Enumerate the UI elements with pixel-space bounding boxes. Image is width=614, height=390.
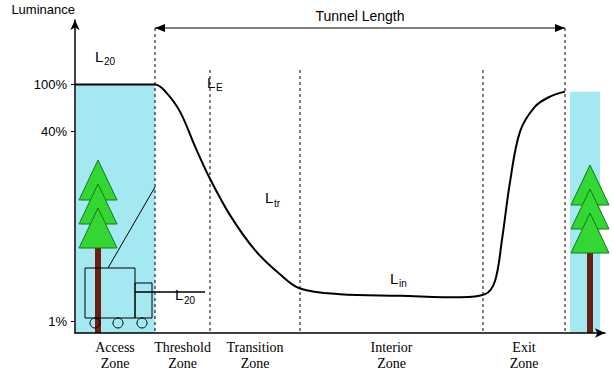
svg-text:Luminance: Luminance <box>11 2 75 17</box>
svg-text:L: L <box>390 270 398 287</box>
svg-text:Threshold: Threshold <box>154 340 211 355</box>
svg-text:Tunnel Length: Tunnel Length <box>316 8 405 24</box>
svg-text:Exit: Exit <box>512 340 535 355</box>
svg-text:L: L <box>95 48 103 65</box>
svg-text:Zone: Zone <box>168 356 197 371</box>
svg-text:20: 20 <box>184 295 196 306</box>
svg-text:Zone: Zone <box>241 356 270 371</box>
svg-text:1%: 1% <box>48 314 67 329</box>
svg-text:L: L <box>175 286 183 303</box>
svg-text:Transition: Transition <box>226 340 283 355</box>
svg-text:20: 20 <box>104 56 116 67</box>
svg-text:tr: tr <box>274 198 281 209</box>
svg-text:Zone: Zone <box>510 356 539 371</box>
svg-text:L: L <box>265 189 273 206</box>
svg-text:40%: 40% <box>41 124 67 139</box>
svg-text:Access: Access <box>95 340 135 355</box>
svg-text:Zone: Zone <box>101 356 130 371</box>
svg-text:Zone: Zone <box>377 356 406 371</box>
svg-text:L: L <box>207 74 215 91</box>
svg-text:E: E <box>216 82 223 93</box>
svg-text:in: in <box>399 278 407 289</box>
svg-text:Interior: Interior <box>371 340 413 355</box>
svg-text:100%: 100% <box>34 77 68 92</box>
